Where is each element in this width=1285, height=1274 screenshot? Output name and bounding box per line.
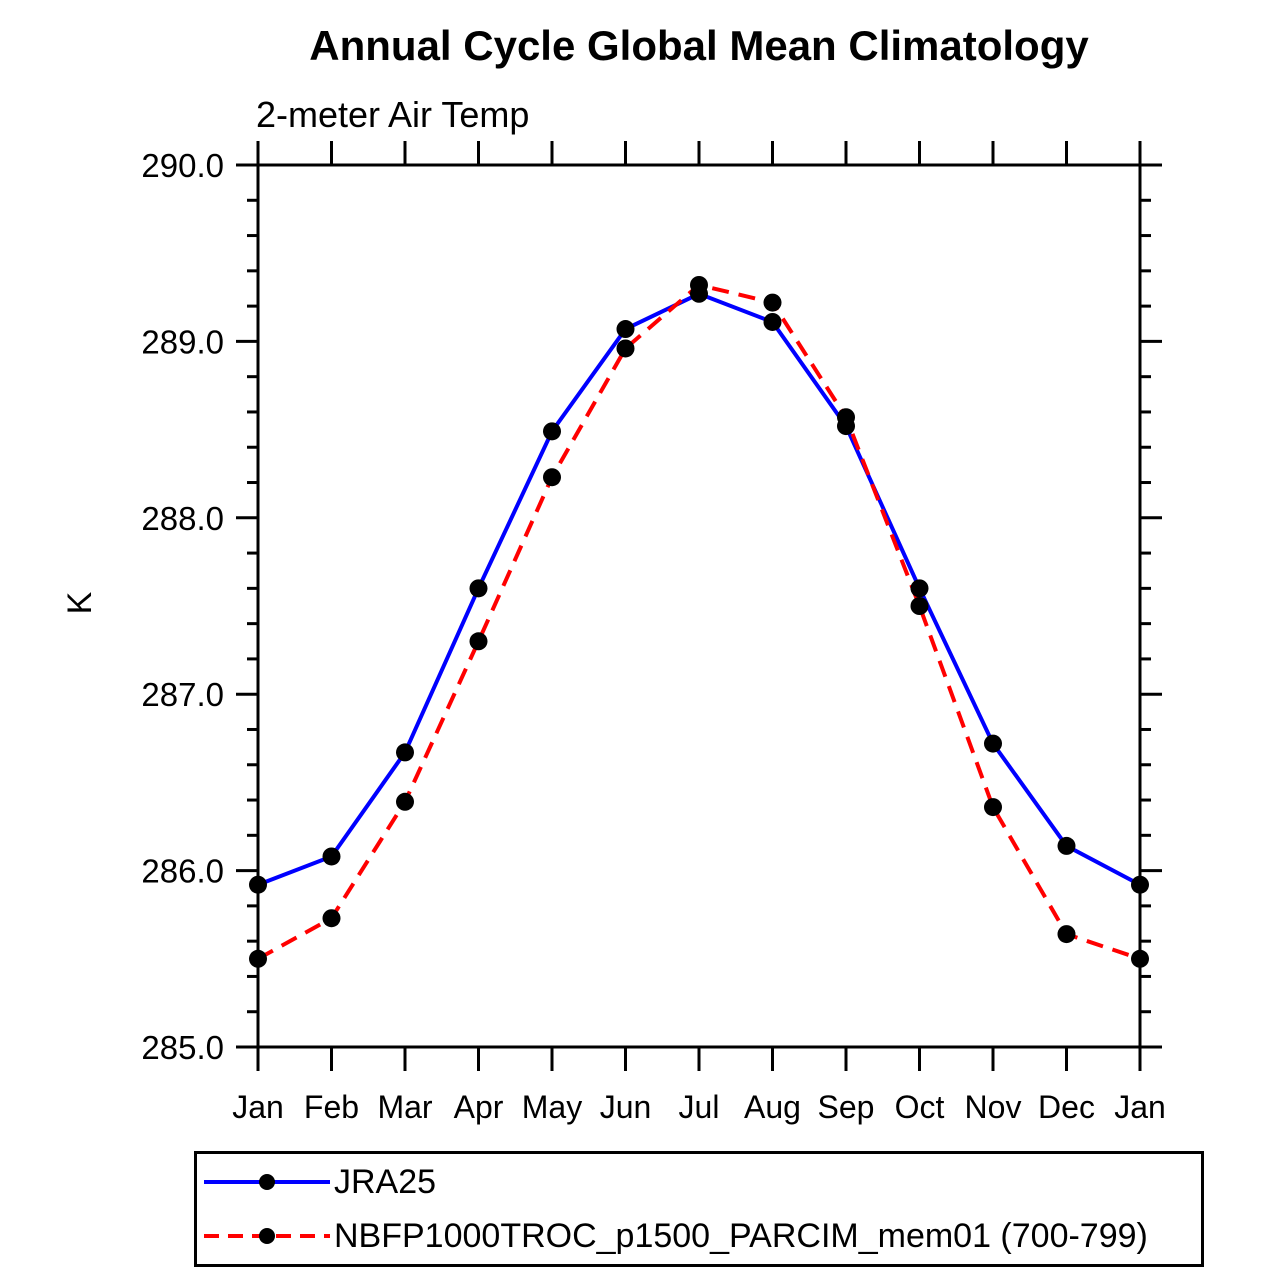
x-tick-label: May bbox=[522, 1089, 582, 1125]
y-tick-label: 287.0 bbox=[141, 676, 224, 713]
data-point-series-1 bbox=[616, 339, 635, 358]
data-point-series-1 bbox=[837, 408, 855, 427]
x-tick-label: Apr bbox=[454, 1089, 504, 1125]
x-tick-label: Jan bbox=[1114, 1089, 1166, 1125]
legend-line-sample-nbfp1000troc bbox=[204, 1228, 330, 1244]
legend-line-sample-jra25 bbox=[204, 1174, 330, 1190]
data-point-series-0 bbox=[469, 579, 488, 598]
chart-subtitle: 2-meter Air Temp bbox=[256, 94, 530, 135]
y-tick-label: 286.0 bbox=[141, 853, 224, 890]
x-tick-label: Jun bbox=[600, 1089, 652, 1125]
legend: JRA25 NBFP1000TROC_p1500_PARCIM_mem01 (7… bbox=[194, 1151, 1204, 1267]
y-tick-label: 289.0 bbox=[141, 323, 224, 360]
data-point-series-0 bbox=[1131, 875, 1149, 894]
data-point-series-1 bbox=[984, 798, 1002, 817]
data-point-series-1 bbox=[396, 792, 414, 811]
y-tick-label: 288.0 bbox=[141, 500, 224, 537]
data-point-series-1 bbox=[249, 949, 267, 968]
legend-label-jra25: JRA25 bbox=[334, 1162, 437, 1201]
legend-label-nbfp1000troc: NBFP1000TROC_p1500_PARCIM_mem01 (700-799… bbox=[334, 1216, 1148, 1255]
x-tick-label: Dec bbox=[1038, 1089, 1095, 1125]
data-point-series-1 bbox=[690, 275, 708, 294]
x-tick-label: Aug bbox=[744, 1089, 801, 1125]
data-point-series-1 bbox=[322, 909, 341, 928]
data-point-series-1 bbox=[543, 468, 561, 487]
data-point-series-1 bbox=[1057, 925, 1076, 944]
legend-marker bbox=[259, 1228, 275, 1244]
x-tick-label: Sep bbox=[818, 1089, 875, 1125]
data-point-series-0 bbox=[249, 875, 267, 894]
data-point-series-0 bbox=[616, 320, 635, 339]
series-line-1 bbox=[257, 282, 1141, 961]
chart-title: Annual Cycle Global Mean Climatology bbox=[309, 22, 1089, 69]
legend-item-nbfp1000troc: NBFP1000TROC_p1500_PARCIM_mem01 (700-799… bbox=[204, 1216, 1148, 1256]
data-point-series-0 bbox=[1057, 836, 1076, 855]
series-line-0 bbox=[257, 291, 1141, 887]
x-tick-label: Mar bbox=[377, 1089, 432, 1125]
legend-item-jra25: JRA25 bbox=[204, 1162, 436, 1202]
x-tick-label: Jan bbox=[232, 1089, 284, 1125]
x-tick-label: Oct bbox=[895, 1089, 945, 1125]
legend-marker bbox=[259, 1174, 275, 1190]
data-point-series-1 bbox=[1131, 949, 1149, 968]
x-tick-label: Nov bbox=[965, 1089, 1022, 1125]
data-point-series-0 bbox=[763, 312, 782, 331]
data-point-series-0 bbox=[396, 743, 414, 762]
data-point-series-0 bbox=[910, 579, 929, 598]
y-tick-label: 285.0 bbox=[141, 1029, 224, 1066]
data-point-series-1 bbox=[910, 597, 929, 615]
data-point-series-1 bbox=[763, 293, 782, 312]
x-tick-label: Jul bbox=[679, 1089, 720, 1125]
data-point-series-0 bbox=[543, 422, 561, 441]
data-point-series-0 bbox=[322, 847, 341, 866]
data-point-series-0 bbox=[984, 734, 1002, 753]
data-point-series-1 bbox=[469, 632, 488, 651]
x-tick-label: Feb bbox=[304, 1089, 359, 1125]
y-tick-label: 290.0 bbox=[141, 147, 224, 184]
